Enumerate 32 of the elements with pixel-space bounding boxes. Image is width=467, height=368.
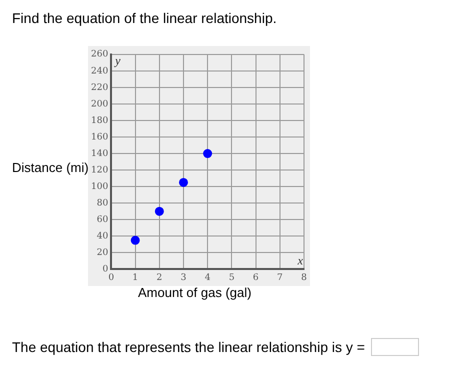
y-tick-label: 240 [90,66,108,76]
y-tick-label: 100 [90,182,108,192]
annotation: x [296,253,304,268]
point [178,178,188,187]
x-tick-label: 4 [204,272,211,283]
y-tick-label: 140 [90,148,108,159]
x-tick-label: 2 [156,272,162,283]
y-tick-label: 180 [90,116,108,126]
chart-title: Find the equation of the linear relationship. [12,10,277,26]
y-tick-label: 160 [90,132,108,142]
point [130,236,140,245]
y-axis-title: Distance (mi) [12,160,89,175]
x-tick-label: 3 [180,272,187,283]
x-tick-label: 5 [228,272,235,283]
x-tick-label: 1 [132,272,138,283]
point [154,206,164,216]
y-tick-label: 40 [96,232,108,242]
y-tick-label: 80 [96,198,108,208]
y-tick-label: 260 [90,50,108,60]
y-tick-label: 120 [90,165,108,176]
text: The equation that represents the linear relationship is y = [12,339,365,355]
y-tick-label: 200 [90,99,108,110]
y-tick-label: 0 [102,264,108,275]
x-axis-title: Amount of gas (gal) [138,285,252,300]
x-tick-label: 7 [277,272,284,283]
annotation: y [114,54,122,68]
y-tick-label: 60 [96,214,108,225]
point [203,149,212,158]
x-tick-label: 8 [301,272,308,283]
x-tick-label: 6 [252,272,259,283]
y-tick-label: 220 [90,82,108,93]
y-tick-label: 20 [96,248,108,258]
